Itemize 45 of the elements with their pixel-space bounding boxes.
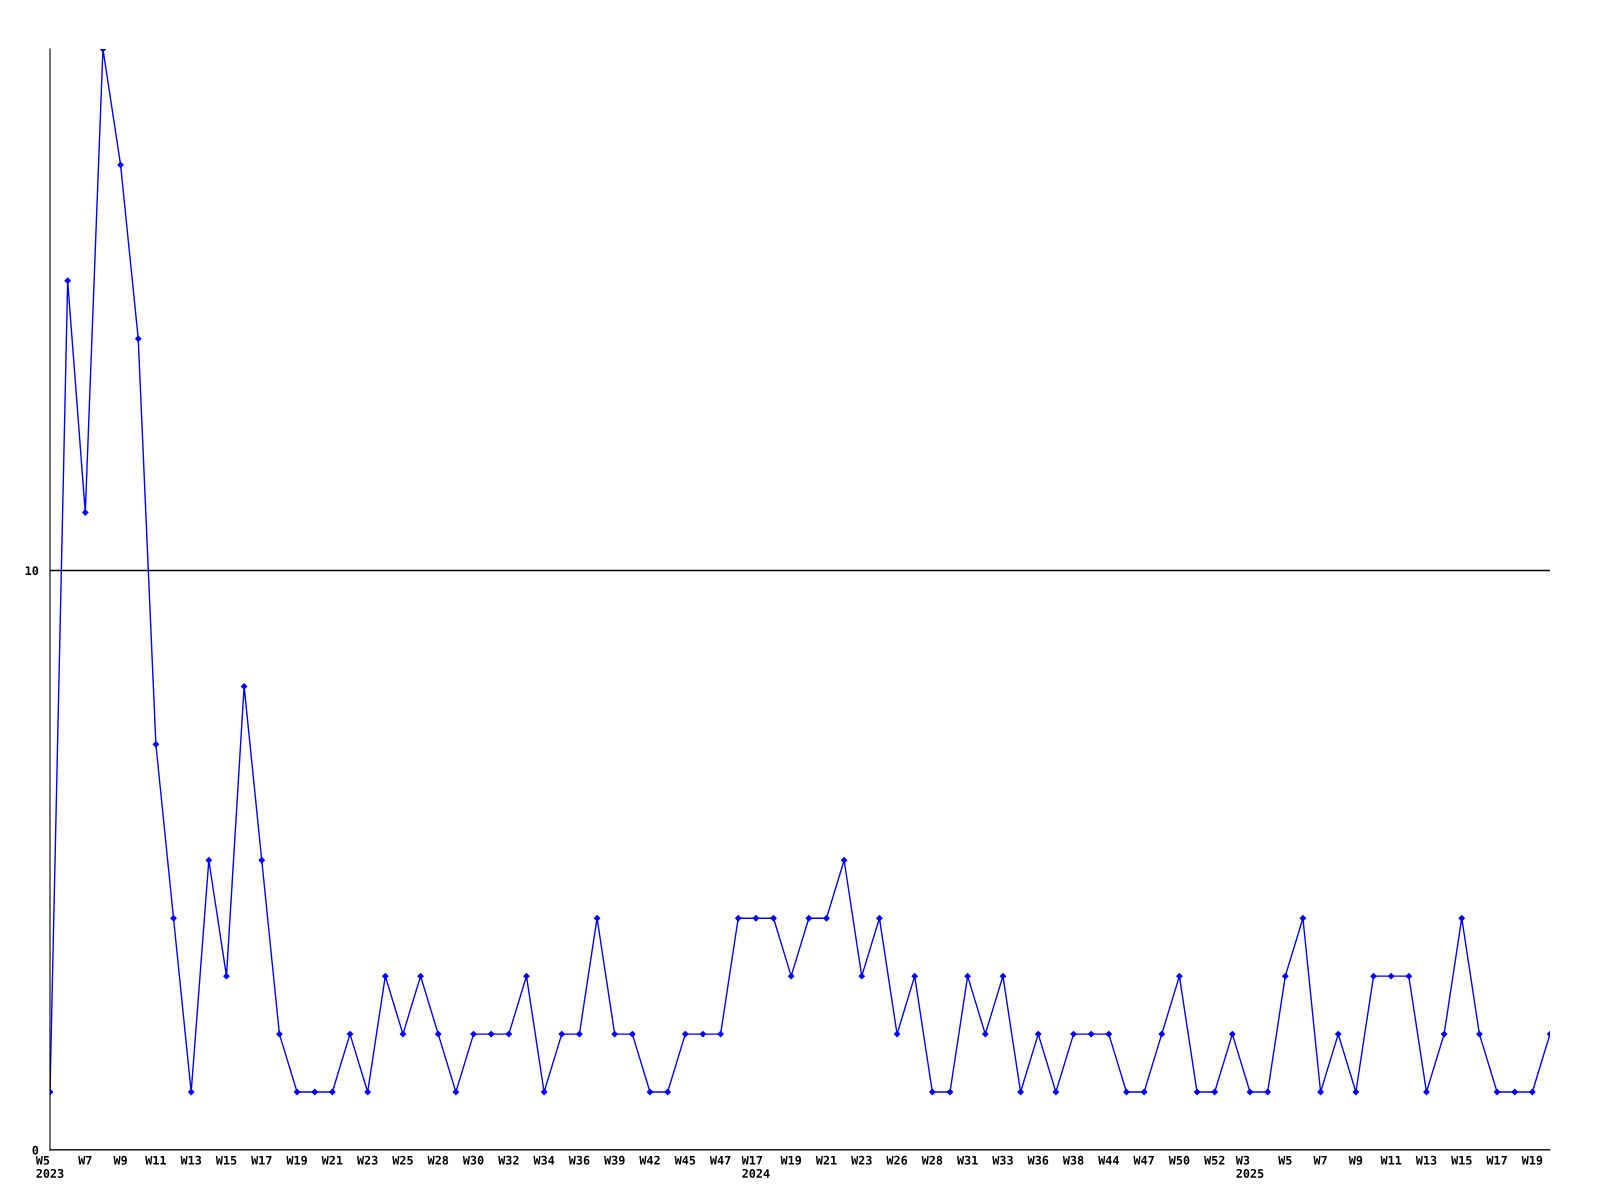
x-tick-label: W17 [251, 1155, 272, 1165]
x-tick-label: W11 [1380, 1155, 1402, 1165]
x-tick-label: W50 [1168, 1155, 1190, 1165]
x-tick-label: W36 [568, 1155, 590, 1165]
x-tick-label: W21 [321, 1155, 343, 1165]
x-tick-label: W23 [356, 1155, 378, 1165]
x-tick-label: W5 [1278, 1155, 1292, 1165]
x-tick-label: W15 [1451, 1155, 1472, 1165]
x-tick-label: W7 [78, 1155, 92, 1165]
x-tick-label: W19 [780, 1155, 802, 1165]
x-tick-label: W17 [1486, 1155, 1507, 1165]
x-tick-label: W44 [1098, 1155, 1119, 1165]
x-tick-label: W36 [1027, 1155, 1049, 1165]
x-tick-label: W31 [956, 1155, 978, 1165]
x-tick-label: W52 [1204, 1155, 1225, 1165]
x-tick-label: W47 [1133, 1155, 1154, 1165]
x-tick-label: W7 [1313, 1155, 1327, 1165]
x-tick-label: W28 [427, 1155, 449, 1165]
y-tick-label: 10 [25, 566, 39, 576]
x-tick-label: W19 [286, 1155, 307, 1165]
x-tick-label: W33 [992, 1155, 1013, 1165]
x-tick-label: W3 2025 [1235, 1155, 1264, 1178]
x-tick-label: W38 [1062, 1155, 1084, 1165]
x-tick-label: W42 [639, 1155, 660, 1165]
x-tick-label: W23 [851, 1155, 872, 1165]
x-tick-label: W26 [886, 1155, 908, 1165]
x-tick-label: W30 [462, 1155, 484, 1165]
x-tick-label: W5 2023 [35, 1155, 64, 1178]
x-tick-label: W39 [604, 1155, 625, 1165]
x-tick-label: W9 [1348, 1155, 1363, 1165]
x-tick-label: W32 [498, 1155, 519, 1165]
x-tick-label: W28 [921, 1155, 943, 1165]
y-tick-label: 0 [32, 1145, 39, 1155]
x-tick-label: W13 [180, 1155, 202, 1165]
x-tick-label: W15 [215, 1155, 237, 1165]
x-tick-label: W47 [709, 1155, 731, 1165]
x-tick-label: W19 [1521, 1155, 1543, 1165]
x-tick-label: W21 [815, 1155, 837, 1165]
x-tick-label: W25 [392, 1155, 413, 1165]
x-tick-label: W9 [113, 1155, 127, 1165]
x-tick-label: W11 [145, 1155, 166, 1165]
x-tick-label: W45 [674, 1155, 696, 1165]
x-tick-label: W34 [533, 1155, 555, 1165]
x-tick-label: W13 [1415, 1155, 1437, 1165]
x-tick-label: W17 2024 [741, 1155, 770, 1178]
